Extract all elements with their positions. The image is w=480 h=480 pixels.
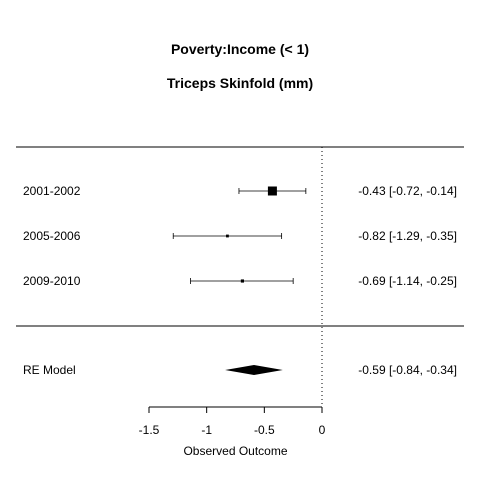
x-tick-label: -1	[201, 423, 212, 437]
summary-label: RE Model	[23, 363, 76, 377]
study-label: 2005-2006	[23, 229, 81, 243]
x-tick-label: -0.5	[254, 423, 275, 437]
study-label: 2009-2010	[23, 274, 81, 288]
x-axis: -1.5 -1 -0.5 0	[139, 406, 326, 437]
point-estimate	[267, 186, 277, 196]
chart-subtitle: Triceps Skinfold (mm)	[167, 75, 313, 91]
study-label: 2001-2002	[23, 184, 81, 198]
point-estimate	[226, 234, 229, 238]
x-axis-label: Observed Outcome	[183, 444, 287, 458]
effect-ci-text: -0.43 [-0.72, -0.14]	[358, 184, 457, 198]
summary-diamond	[225, 365, 283, 375]
summary-effect-text: -0.59 [-0.84, -0.34]	[358, 363, 457, 377]
x-tick-label: 0	[319, 423, 326, 437]
chart-marks: 2001-2002 -0.43 [-0.72, -0.14] 2005-2006 -0…	[23, 184, 457, 377]
effect-ci-text: -0.69 [-1.14, -0.25]	[358, 274, 457, 288]
x-tick-label: -1.5	[139, 423, 160, 437]
chart-title: Poverty:Income (< 1)	[171, 41, 309, 57]
point-estimate	[240, 279, 244, 283]
effect-ci-text: -0.82 [-1.29, -0.35]	[358, 229, 457, 243]
